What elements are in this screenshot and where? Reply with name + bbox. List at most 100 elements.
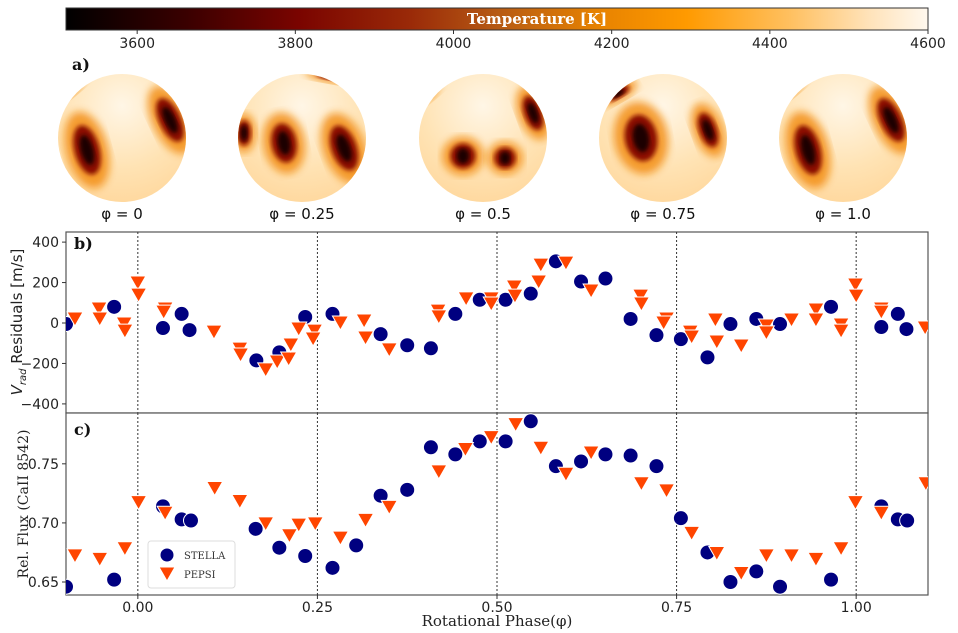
pepsi-point — [707, 545, 726, 562]
stella-point — [898, 321, 915, 338]
stella-point — [722, 574, 739, 590]
cool-spot-core — [336, 134, 352, 162]
pepsi-point — [280, 528, 299, 544]
pepsi-point — [331, 315, 350, 332]
panel-c: 0.75 0.70 0.65 0.00 0.25 0.50 0.75 1.00 c) Rel.… — [16, 412, 929, 630]
stella-point — [348, 537, 365, 554]
stella-point — [181, 322, 198, 339]
colorbar-tick-label: 3600 — [119, 36, 155, 52]
y-tick-label: −400 — [21, 397, 59, 413]
pepsi-point — [832, 323, 850, 340]
temperature-maps: φ = 0 φ = 0.25 φ = 0.5 φ = 0.75 φ = 1.0 — [58, 74, 907, 223]
pepsi-point — [582, 445, 600, 462]
cool-spot-core — [702, 119, 714, 141]
cool-spot-core — [61, 80, 73, 92]
stella-point — [106, 298, 123, 315]
pepsi-point — [66, 311, 84, 327]
stella-point — [324, 559, 341, 576]
pepsi-point — [116, 323, 134, 340]
colorbar-gradient — [65, 7, 929, 31]
y-tick-label: −200 — [21, 356, 59, 372]
pepsi-point — [807, 551, 825, 568]
pepsi-point — [832, 541, 850, 557]
pepsi-point — [230, 493, 249, 510]
pepsi-point — [529, 274, 548, 290]
cool-spot-core — [240, 125, 248, 141]
pepsi-point — [846, 277, 865, 293]
pepsi-point — [457, 291, 475, 307]
panel-c-ylabel: Rel. Flux (CaII 8542) — [16, 430, 32, 579]
phase-label: φ = 0.5 — [455, 205, 511, 223]
pepsi-point — [129, 287, 148, 304]
cool-spot-core — [782, 80, 794, 92]
cool-spot-core — [419, 82, 429, 94]
sphere-spots — [419, 74, 547, 176]
pepsi-point — [281, 337, 300, 354]
stella-point — [772, 578, 789, 595]
pepsi-point — [289, 321, 308, 338]
stella-point — [823, 298, 840, 315]
stella-point — [372, 487, 389, 504]
pepsi-point — [268, 354, 287, 371]
cool-spot-core — [499, 151, 511, 165]
x-tick-label: 0.00 — [122, 600, 153, 616]
pepsi-point — [631, 288, 650, 305]
pepsi-point — [279, 351, 298, 367]
phase-label: φ = 0.25 — [269, 205, 334, 223]
pepsi-point — [482, 430, 501, 446]
pepsi-point — [205, 480, 224, 497]
pepsi-point — [306, 516, 325, 532]
colorbar-tick-label: 4600 — [910, 36, 946, 52]
y-tick-label: 200 — [32, 276, 59, 292]
pepsi-point — [916, 320, 928, 337]
stella-point — [497, 433, 514, 450]
x-tick-label: 0.50 — [481, 600, 512, 616]
pepsi-point — [682, 525, 701, 542]
stella-point — [399, 481, 416, 498]
temperature-map: φ = 0.25 — [238, 74, 366, 223]
pepsi-point — [732, 566, 751, 582]
legend-pepsi-marker — [158, 566, 176, 583]
stella-point — [748, 563, 765, 580]
colorbar-tick-label: 4000 — [436, 36, 472, 52]
panel-a-label: a) — [72, 55, 90, 74]
temperature-map: φ = 0.75 — [599, 74, 727, 223]
stella-point — [873, 319, 890, 336]
pepsi-point — [757, 548, 776, 564]
pepsi-point — [205, 324, 223, 341]
pepsi-point — [231, 347, 250, 363]
cool-spot-core — [800, 135, 816, 165]
stella-point — [622, 447, 639, 464]
phase-label: φ = 0.75 — [630, 205, 695, 223]
data-points — [66, 253, 928, 378]
stella-point — [622, 310, 639, 327]
stella-point — [247, 520, 264, 537]
pepsi-point — [156, 505, 174, 522]
pepsi-point — [304, 331, 322, 347]
stella-point — [699, 349, 716, 366]
stella-point — [372, 326, 389, 343]
temperature-map: φ = 0 — [58, 74, 186, 223]
cool-spot-core — [277, 131, 291, 155]
pepsi-point — [582, 283, 600, 300]
stella-point — [471, 433, 488, 450]
pepsi-point — [256, 362, 275, 378]
pepsi-point — [782, 312, 801, 328]
pepsi-point — [429, 464, 448, 480]
pepsi-point — [872, 304, 891, 321]
pepsi-point — [380, 342, 399, 358]
stella-point — [66, 578, 74, 595]
stella-point — [722, 316, 739, 333]
pepsi-point — [506, 288, 524, 305]
stella-point — [522, 285, 539, 302]
pepsi-point — [531, 257, 550, 274]
cool-spot — [419, 78, 434, 98]
stella-point — [422, 340, 439, 357]
stella-point — [447, 446, 464, 463]
pepsi-point — [90, 301, 108, 318]
x-axis-label: Rotational Phase(φ) — [422, 612, 573, 630]
sphere-spots — [779, 74, 907, 189]
y-tick-label: 0 — [50, 316, 59, 332]
y-tick-label: 0.65 — [28, 575, 59, 591]
